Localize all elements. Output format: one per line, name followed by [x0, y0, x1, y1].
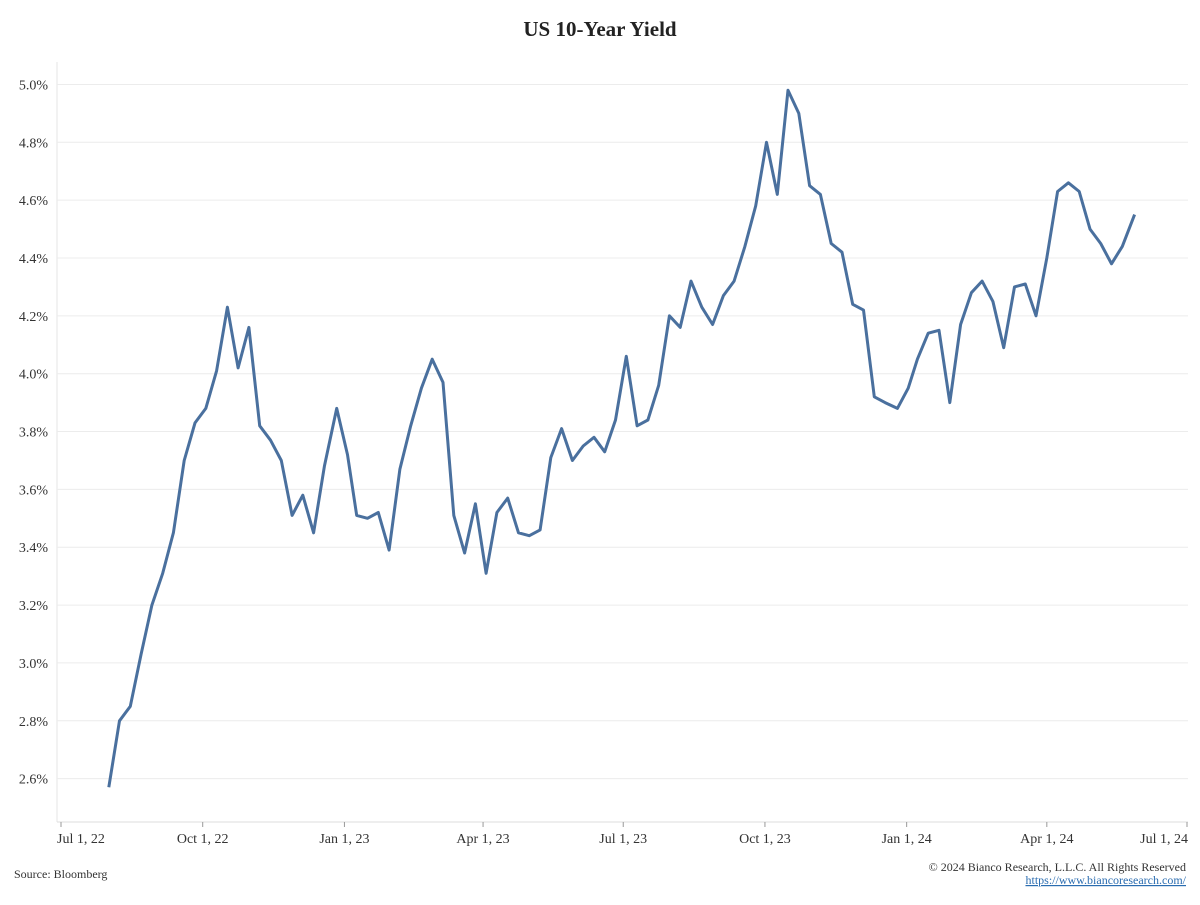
x-tick-label: Jan 1, 23: [319, 832, 369, 847]
x-tick-label: Oct 1, 23: [739, 832, 791, 847]
y-tick-label: 3.6%: [19, 483, 49, 498]
y-tick-label: 4.8%: [19, 136, 49, 151]
x-tick-label: Jul 1, 24: [1140, 832, 1188, 847]
y-tick-label: 3.8%: [19, 426, 49, 441]
yield-line: [107, 88, 1136, 788]
y-tick-label: 3.4%: [19, 541, 49, 556]
x-tick-label: Apr 1, 23: [456, 832, 509, 847]
y-tick-label: 4.4%: [19, 252, 49, 267]
y-tick-label: 3.2%: [19, 599, 49, 614]
x-tick-label: Jul 1, 22: [57, 832, 105, 847]
y-tick-label: 2.6%: [19, 773, 49, 788]
x-tick-label: Jan 1, 24: [882, 832, 932, 847]
y-tick-label: 2.8%: [19, 715, 49, 730]
url-link[interactable]: https://www.biancoresearch.com/: [1025, 873, 1186, 887]
y-tick-label: 4.6%: [19, 194, 49, 209]
copyright: © 2024 Bianco Research, L.L.C. All Right…: [929, 860, 1186, 874]
x-tick-label: Jul 1, 23: [599, 832, 647, 847]
chart-title: US 10-Year Yield: [523, 17, 677, 41]
y-tick-label: 4.2%: [19, 310, 49, 325]
x-tick-label: Oct 1, 22: [177, 832, 229, 847]
x-tick-label: Apr 1, 24: [1020, 832, 1073, 847]
y-tick-label: 4.0%: [19, 368, 49, 383]
y-tick-label: 5.0%: [19, 78, 49, 93]
y-tick-label: 3.0%: [19, 657, 49, 672]
source: Source: Bloomberg: [14, 867, 107, 881]
